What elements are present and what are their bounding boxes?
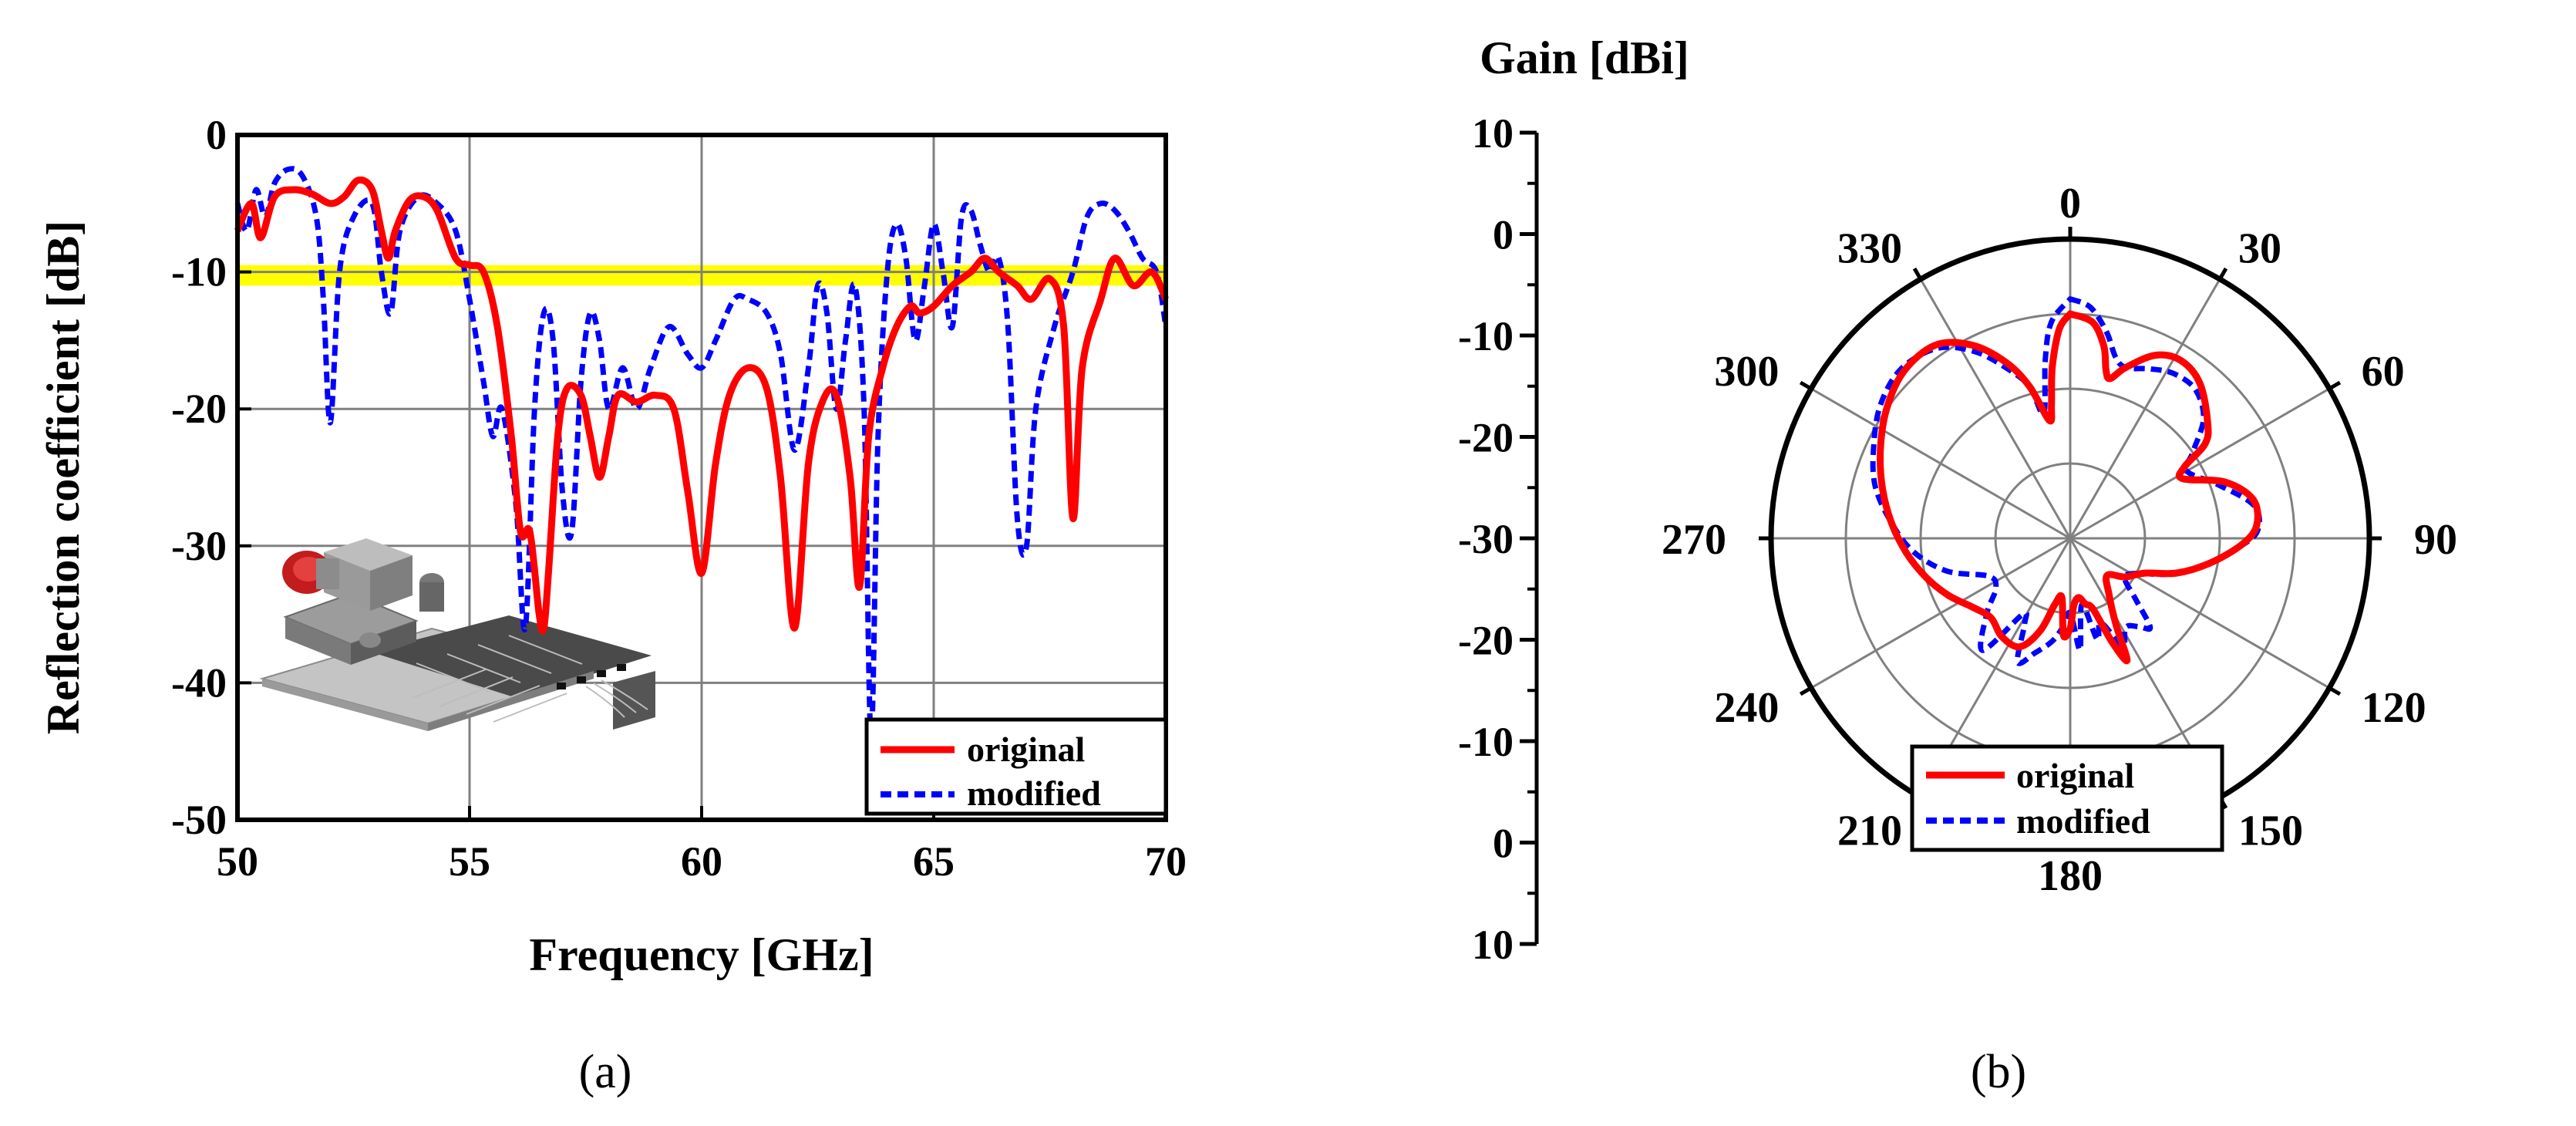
x-tick-label: 55 xyxy=(449,838,490,885)
x-tick-label: 50 xyxy=(217,838,258,885)
angle-tick-label: 210 xyxy=(1837,807,1902,855)
x-tick-label: 65 xyxy=(913,838,955,885)
x-tick-label: 70 xyxy=(1145,838,1187,885)
radial-axis-title: Gain [dBi] xyxy=(1480,32,1689,83)
radial-tick-label: -30 xyxy=(1458,516,1514,562)
legend-box xyxy=(1910,744,2224,852)
legend-modified-label: modified xyxy=(2016,801,2150,841)
angle-tick-label: 270 xyxy=(1662,516,1726,564)
radial-tick-label: 0 xyxy=(1493,821,1514,867)
radial-tick-label: 10 xyxy=(1472,922,1514,968)
radial-tick-label: 0 xyxy=(1493,212,1514,258)
polar-spoke xyxy=(2069,387,2330,540)
angle-tick-mark xyxy=(1799,380,1813,391)
angle-tick-mark xyxy=(2328,686,2342,696)
polar-spoke xyxy=(2069,278,2221,539)
polar-series-curves xyxy=(1870,296,2262,666)
angle-tick-label: 180 xyxy=(2038,852,2103,900)
radial-tick-label: -10 xyxy=(1458,313,1514,359)
y-tick-label: 0 xyxy=(206,112,227,158)
legend-modified-label: modified xyxy=(967,774,1101,813)
angle-tick-label: 90 xyxy=(2414,516,2457,564)
y-tick-label: -20 xyxy=(171,386,227,432)
legend-box xyxy=(864,717,1168,816)
device-inset-image xyxy=(259,538,655,731)
angle-tick-label: 300 xyxy=(1714,348,1779,396)
polar-spoke xyxy=(1810,537,2071,689)
panel-a-chart: 50 55 60 65 70 0 -10 -20 -30 -40 -50 Frequency [GH… xyxy=(38,112,1187,1098)
polar-spoke xyxy=(1810,387,2071,540)
angle-tick-mark xyxy=(1912,267,1923,281)
angle-tick-label: 60 xyxy=(2362,348,2405,396)
series-line-original xyxy=(234,176,1170,635)
angle-tick-label: 0 xyxy=(2059,180,2081,228)
grid-lines xyxy=(237,135,1166,820)
radial-axis: 10 0 -10 -20 -30 -20 -10 0 10 xyxy=(1458,110,1539,968)
angle-tick-mark xyxy=(1799,686,1813,696)
x-tick-label: 60 xyxy=(681,838,722,885)
legend-original-label: original xyxy=(2016,756,2134,795)
panel-a-caption: (a) xyxy=(579,1046,632,1098)
panel-b-caption: (b) xyxy=(1971,1046,2026,1098)
polar-spoke xyxy=(1919,278,2072,539)
angle-tick-label: 30 xyxy=(2238,224,2281,272)
y-tick-label: -10 xyxy=(171,249,227,295)
radial-tick-label: 10 xyxy=(1472,110,1514,157)
y-tick-label: -50 xyxy=(171,797,227,843)
series-curves xyxy=(234,166,1170,740)
angle-tick-label: 150 xyxy=(2238,807,2303,855)
angle-tick-mark xyxy=(2217,267,2228,281)
legend-original-label: original xyxy=(967,730,1085,769)
polar-series-original xyxy=(1877,310,2261,665)
legend: original modified xyxy=(1910,744,2224,852)
polar-series-modified xyxy=(1870,296,2262,666)
radial-tick-label: -20 xyxy=(1458,618,1514,664)
radial-tick-label: -10 xyxy=(1458,719,1514,765)
angle-tick-mark xyxy=(2328,380,2342,391)
angle-tick-label: 330 xyxy=(1837,224,1902,272)
polar-spoke xyxy=(2069,537,2330,689)
y-tick-label: -30 xyxy=(171,523,227,569)
radial-tick-label: -20 xyxy=(1458,415,1514,461)
x-axis-label: Frequency [GHz] xyxy=(529,929,874,980)
axis-ticks: 50 55 60 65 70 0 -10 -20 -30 -40 -50 xyxy=(171,112,1187,885)
y-tick-label: -40 xyxy=(171,659,227,706)
angle-tick-label: 240 xyxy=(1714,684,1779,732)
legend: original modified xyxy=(864,717,1168,816)
panel-b-chart: 0 30 60 90 120 150 180 210 240 270 300 330 10 0 -10 -2… xyxy=(1458,32,2457,1098)
angle-tick-labels: 0 30 60 90 120 150 180 210 240 270 300 330 xyxy=(1662,180,2457,900)
y-axis-label: Reflection coefficient [dB] xyxy=(38,221,89,734)
angle-tick-label: 120 xyxy=(2362,684,2426,732)
